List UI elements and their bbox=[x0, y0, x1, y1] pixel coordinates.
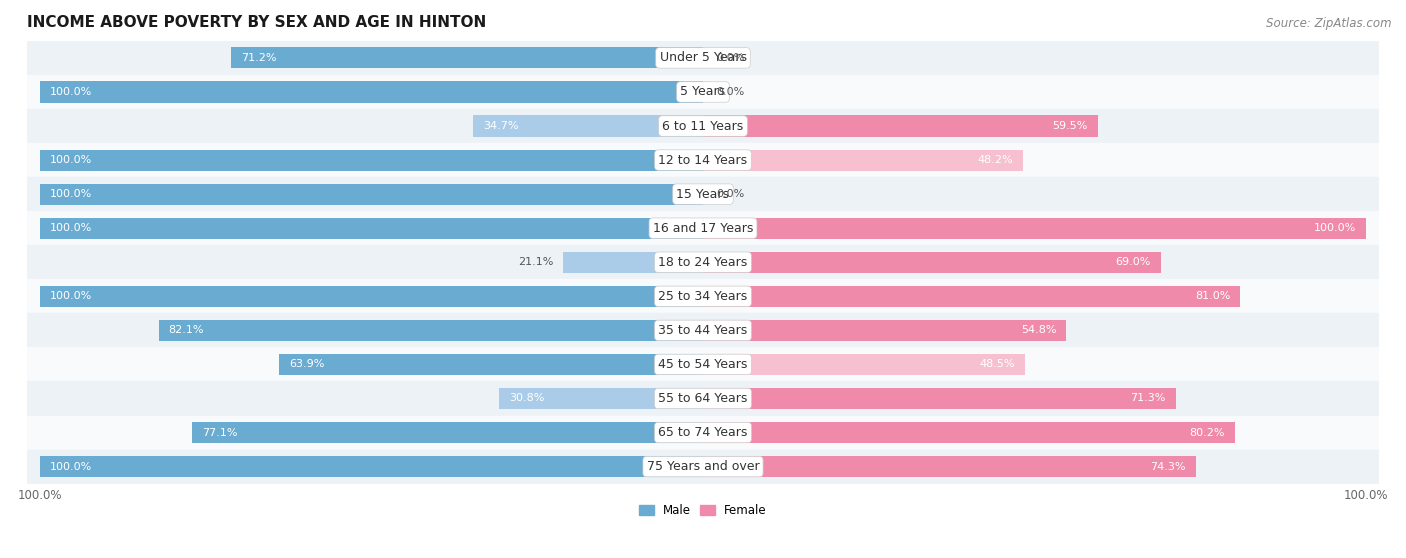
Text: 74.3%: 74.3% bbox=[1150, 461, 1185, 472]
Text: 55 to 64 Years: 55 to 64 Years bbox=[658, 392, 748, 405]
Text: 100.0%: 100.0% bbox=[49, 155, 91, 165]
Text: 100.0%: 100.0% bbox=[1315, 223, 1357, 233]
Text: 0.0%: 0.0% bbox=[716, 53, 745, 63]
Bar bbox=[39, 286, 703, 307]
Text: 81.0%: 81.0% bbox=[1195, 291, 1230, 301]
Text: Under 5 Years: Under 5 Years bbox=[659, 51, 747, 64]
Text: INCOME ABOVE POVERTY BY SEX AND AGE IN HINTON: INCOME ABOVE POVERTY BY SEX AND AGE IN H… bbox=[27, 15, 486, 30]
Text: 100.0%: 100.0% bbox=[49, 189, 91, 199]
Text: 30.8%: 30.8% bbox=[509, 393, 544, 403]
Bar bbox=[27, 211, 1379, 245]
Text: 71.2%: 71.2% bbox=[240, 53, 276, 63]
Text: 100.0%: 100.0% bbox=[49, 291, 91, 301]
Bar bbox=[703, 354, 1025, 375]
Text: 48.2%: 48.2% bbox=[977, 155, 1012, 165]
Text: 82.1%: 82.1% bbox=[169, 325, 204, 335]
Bar bbox=[499, 388, 703, 409]
Bar bbox=[39, 456, 703, 477]
Bar bbox=[191, 422, 703, 443]
Legend: Male, Female: Male, Female bbox=[634, 499, 772, 522]
Bar bbox=[27, 450, 1379, 484]
Bar bbox=[280, 354, 703, 375]
Bar bbox=[703, 456, 1195, 477]
Text: 0.0%: 0.0% bbox=[716, 87, 745, 97]
Bar bbox=[159, 320, 703, 341]
Bar bbox=[39, 184, 703, 205]
Bar bbox=[39, 150, 703, 171]
Bar bbox=[472, 116, 703, 137]
Text: 12 to 14 Years: 12 to 14 Years bbox=[658, 153, 748, 167]
Text: 65 to 74 Years: 65 to 74 Years bbox=[658, 426, 748, 439]
Text: 6 to 11 Years: 6 to 11 Years bbox=[662, 119, 744, 133]
Text: 75 Years and over: 75 Years and over bbox=[647, 460, 759, 473]
Bar bbox=[562, 252, 703, 273]
Text: 48.5%: 48.5% bbox=[979, 359, 1015, 369]
Text: 100.0%: 100.0% bbox=[49, 223, 91, 233]
Bar bbox=[27, 75, 1379, 109]
Text: 77.1%: 77.1% bbox=[201, 427, 238, 437]
Bar bbox=[703, 150, 1022, 171]
Text: 15 Years: 15 Years bbox=[676, 187, 730, 201]
Bar bbox=[27, 314, 1379, 348]
Bar bbox=[703, 286, 1240, 307]
Bar bbox=[703, 252, 1160, 273]
Bar bbox=[27, 245, 1379, 280]
Text: 63.9%: 63.9% bbox=[290, 359, 325, 369]
Bar bbox=[27, 416, 1379, 450]
Bar bbox=[703, 422, 1234, 443]
Text: 5 Years: 5 Years bbox=[681, 85, 725, 98]
Text: 80.2%: 80.2% bbox=[1189, 427, 1225, 437]
Text: 21.1%: 21.1% bbox=[517, 257, 553, 267]
Text: 54.8%: 54.8% bbox=[1021, 325, 1056, 335]
Bar bbox=[27, 382, 1379, 416]
Text: 34.7%: 34.7% bbox=[482, 121, 519, 131]
Bar bbox=[27, 280, 1379, 314]
Bar bbox=[703, 218, 1367, 239]
Bar bbox=[27, 348, 1379, 382]
Bar bbox=[703, 116, 1098, 137]
Bar bbox=[27, 41, 1379, 75]
Bar bbox=[27, 109, 1379, 143]
Bar bbox=[231, 47, 703, 69]
Text: 69.0%: 69.0% bbox=[1115, 257, 1150, 267]
Text: 18 to 24 Years: 18 to 24 Years bbox=[658, 256, 748, 269]
Text: 71.3%: 71.3% bbox=[1130, 393, 1166, 403]
Text: 100.0%: 100.0% bbox=[49, 461, 91, 472]
Text: 59.5%: 59.5% bbox=[1052, 121, 1088, 131]
Text: 45 to 54 Years: 45 to 54 Years bbox=[658, 358, 748, 371]
Bar bbox=[703, 388, 1175, 409]
Text: 25 to 34 Years: 25 to 34 Years bbox=[658, 290, 748, 303]
Bar bbox=[39, 81, 703, 103]
Text: 0.0%: 0.0% bbox=[716, 189, 745, 199]
Text: 16 and 17 Years: 16 and 17 Years bbox=[652, 222, 754, 235]
Text: 35 to 44 Years: 35 to 44 Years bbox=[658, 324, 748, 337]
Bar bbox=[27, 177, 1379, 211]
Bar bbox=[703, 320, 1066, 341]
Bar bbox=[27, 143, 1379, 177]
Text: 100.0%: 100.0% bbox=[49, 87, 91, 97]
Bar bbox=[39, 218, 703, 239]
Text: Source: ZipAtlas.com: Source: ZipAtlas.com bbox=[1267, 17, 1392, 30]
